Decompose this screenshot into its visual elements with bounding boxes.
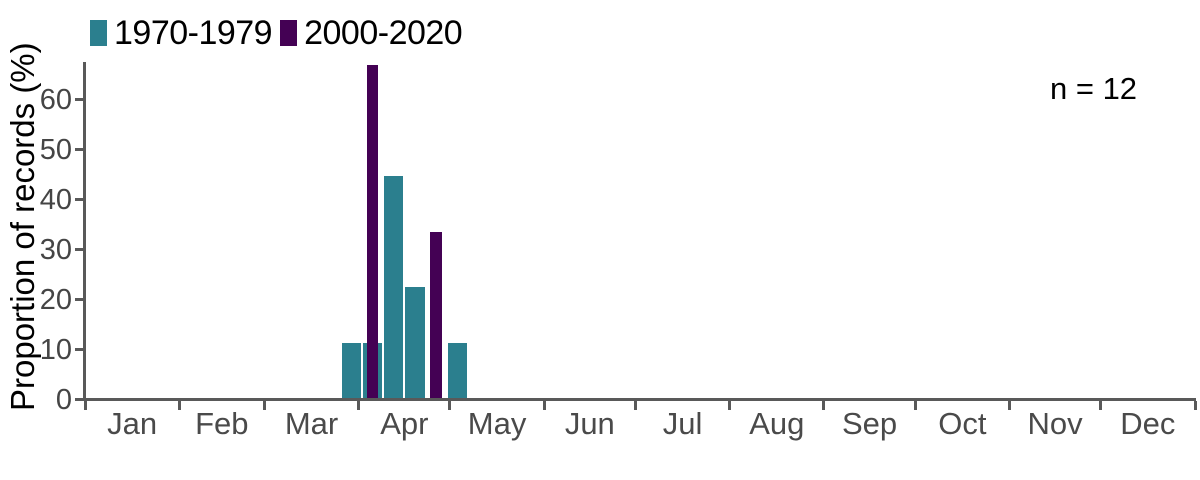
bar-2000-2020 <box>430 231 442 398</box>
y-tick-label: 50 <box>39 133 72 166</box>
sample-size-annotation: n = 12 <box>1050 71 1138 106</box>
x-tick-label-nov: Nov <box>1027 406 1083 441</box>
x-tick <box>448 401 452 410</box>
x-axis-line <box>83 398 1196 401</box>
x-tick <box>633 401 637 410</box>
x-tick <box>913 401 917 410</box>
x-tick-label-jun: Jun <box>564 406 615 441</box>
legend-label-1970-1979: 1970-1979 <box>114 14 273 52</box>
y-tick <box>75 298 83 301</box>
x-tick <box>357 401 361 410</box>
x-tick-label-jul: Jul <box>662 406 703 441</box>
x-tick-label-oct: Oct <box>938 406 987 441</box>
x-tick <box>1099 401 1103 410</box>
y-tick <box>75 198 83 201</box>
y-tick-label: 0 <box>55 383 72 416</box>
y-axis-line <box>83 62 86 401</box>
x-tick-label-mar: Mar <box>284 406 339 441</box>
x-tick <box>1007 401 1011 410</box>
bar-1970-1979 <box>447 342 468 398</box>
legend: 1970-1979 2000-2020 <box>90 16 470 50</box>
x-tick-label-apr: Apr <box>380 406 429 441</box>
x-tick <box>822 401 826 410</box>
bar-1970-1979 <box>384 176 404 398</box>
y-tick-label: 10 <box>39 333 72 366</box>
legend-swatch-1970-1979 <box>90 20 107 46</box>
legend-label-2000-2020: 2000-2020 <box>304 14 463 52</box>
x-tick-label-sep: Sep <box>842 406 898 441</box>
y-tick-label: 40 <box>39 183 72 216</box>
bar-1970-1979 <box>341 342 361 398</box>
y-tick <box>75 398 83 401</box>
x-tick-label-aug: Aug <box>749 406 805 441</box>
x-tick <box>1193 401 1197 410</box>
x-tick <box>83 401 87 410</box>
y-tick-label: 20 <box>39 283 72 316</box>
y-tick <box>75 98 83 101</box>
x-tick <box>542 401 546 410</box>
x-tick <box>728 401 732 410</box>
y-tick <box>75 148 83 151</box>
y-tick-label: 30 <box>39 233 72 266</box>
bar-2000-2020 <box>366 64 379 398</box>
x-tick-label-may: May <box>467 406 527 441</box>
y-tick-label: 60 <box>39 83 72 116</box>
y-tick <box>75 248 83 251</box>
legend-swatch-2000-2020 <box>280 20 298 46</box>
bar-1970-1979 <box>405 287 425 398</box>
x-tick-label-dec: Dec <box>1120 406 1176 441</box>
x-tick <box>262 401 266 410</box>
x-tick <box>177 401 181 410</box>
x-tick-label-jan: Jan <box>107 406 158 441</box>
y-tick <box>75 348 83 351</box>
x-tick-label-feb: Feb <box>195 406 249 441</box>
